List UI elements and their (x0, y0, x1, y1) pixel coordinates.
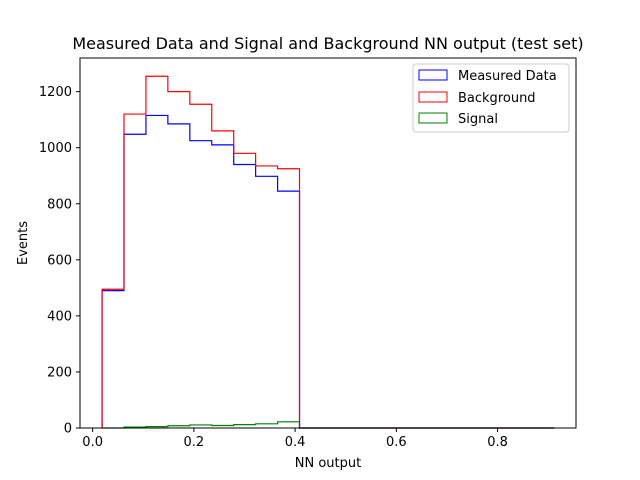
y-tick-label: 600 (47, 253, 72, 268)
y-tick-label: 200 (47, 365, 72, 380)
legend-label-signal: Signal (458, 112, 498, 127)
axes-frame (79, 57, 577, 429)
x-axis-label: NN output (295, 456, 361, 471)
legend-swatch-signal (418, 112, 448, 124)
legend-swatch-measured-data (418, 69, 448, 81)
y-tick-label: 800 (47, 197, 72, 212)
y-tick-label: 400 (47, 309, 72, 324)
y-tick-label: 1000 (39, 141, 72, 156)
x-tick-label: 0.0 (82, 435, 103, 450)
x-axis-ticks: 0.0 0.2 0.4 0.6 0.8 (82, 428, 508, 450)
chart-title: Measured Data and Signal and Background … (72, 34, 583, 53)
y-axis-label: Events (16, 221, 31, 265)
y-tick-label: 1200 (39, 85, 72, 100)
y-axis-ticks: 0 200 400 600 800 1000 1200 (39, 85, 80, 437)
y-tick-label: 0 (64, 422, 72, 437)
x-tick-label: 0.2 (184, 435, 205, 450)
legend-frame (412, 63, 570, 133)
legend-label-measured-data: Measured Data (458, 69, 557, 84)
x-tick-label: 0.6 (386, 435, 407, 450)
legend-swatch-background (418, 91, 448, 103)
legend: Measured Data Background Signal (412, 63, 570, 133)
x-tick-label: 0.8 (487, 435, 508, 450)
legend-label-background: Background (458, 91, 536, 106)
x-tick-label: 0.4 (285, 435, 306, 450)
